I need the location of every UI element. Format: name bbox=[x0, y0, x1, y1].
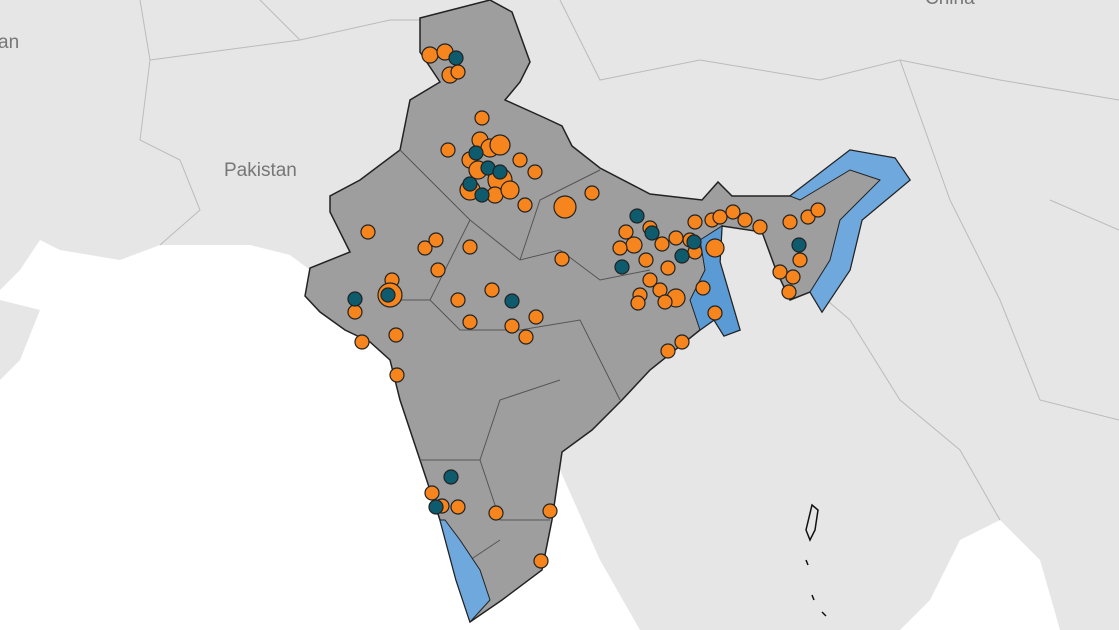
location-dot[interactable] bbox=[528, 309, 544, 325]
location-dot[interactable] bbox=[695, 280, 711, 296]
location-dot[interactable] bbox=[517, 197, 533, 213]
location-dot[interactable] bbox=[533, 553, 549, 569]
location-dot[interactable] bbox=[781, 284, 797, 300]
location-dot[interactable] bbox=[462, 314, 478, 330]
location-dot[interactable] bbox=[450, 64, 466, 80]
location-dot[interactable] bbox=[737, 212, 753, 228]
location-dot[interactable] bbox=[504, 293, 520, 309]
location-dot[interactable] bbox=[668, 230, 684, 246]
location-dot[interactable] bbox=[518, 329, 534, 345]
location-dot[interactable] bbox=[450, 499, 466, 515]
location-dot[interactable] bbox=[380, 287, 396, 303]
location-dot[interactable] bbox=[474, 187, 490, 203]
country-border bbox=[139, 0, 1119, 521]
country-label: Pakistan bbox=[224, 160, 297, 181]
location-dot[interactable] bbox=[752, 219, 768, 235]
location-dot[interactable] bbox=[489, 134, 511, 156]
location-dot[interactable] bbox=[674, 248, 690, 264]
location-dot[interactable] bbox=[527, 164, 543, 180]
location-dot[interactable] bbox=[644, 225, 660, 241]
location-dot[interactable] bbox=[450, 292, 466, 308]
location-dot[interactable] bbox=[638, 252, 654, 268]
state-border bbox=[390, 149, 651, 561]
location-dot[interactable] bbox=[554, 251, 570, 267]
location-dot[interactable] bbox=[660, 343, 676, 359]
location-dot[interactable] bbox=[474, 110, 490, 126]
country-label: China bbox=[925, 0, 975, 9]
location-dot[interactable] bbox=[440, 142, 456, 158]
location-dot[interactable] bbox=[657, 294, 673, 310]
location-dot[interactable] bbox=[492, 164, 508, 180]
location-dot[interactable] bbox=[388, 327, 404, 343]
location-dot[interactable] bbox=[687, 214, 703, 230]
location-dot[interactable] bbox=[428, 499, 444, 515]
country-label: an bbox=[0, 32, 19, 53]
location-dot[interactable] bbox=[810, 202, 826, 218]
location-dot[interactable] bbox=[488, 505, 504, 521]
location-dot[interactable] bbox=[654, 236, 670, 252]
location-dot[interactable] bbox=[468, 145, 484, 161]
location-dot[interactable] bbox=[674, 334, 690, 350]
location-dot[interactable] bbox=[792, 252, 808, 268]
location-dot[interactable] bbox=[629, 208, 645, 224]
locations bbox=[347, 43, 826, 569]
location-dot[interactable] bbox=[785, 269, 801, 285]
location-dot[interactable] bbox=[660, 260, 676, 276]
location-dot[interactable] bbox=[642, 272, 658, 288]
location-dot[interactable] bbox=[791, 237, 807, 253]
location-dot[interactable] bbox=[553, 195, 577, 219]
location-dot[interactable] bbox=[448, 50, 464, 66]
location-dot[interactable] bbox=[500, 180, 520, 200]
location-dot[interactable] bbox=[504, 318, 520, 334]
location-dot[interactable] bbox=[389, 367, 405, 383]
location-dot[interactable] bbox=[712, 209, 728, 225]
location-dot[interactable] bbox=[421, 46, 439, 64]
location-dot[interactable] bbox=[424, 485, 440, 501]
location-dot[interactable] bbox=[782, 214, 798, 230]
location-dot[interactable] bbox=[686, 234, 702, 250]
location-dot[interactable] bbox=[630, 295, 646, 311]
location-dot[interactable] bbox=[347, 291, 363, 307]
highlight-region bbox=[439, 519, 491, 623]
location-dot[interactable] bbox=[428, 232, 444, 248]
location-dot[interactable] bbox=[614, 259, 630, 275]
location-dot[interactable] bbox=[347, 304, 363, 320]
location-dot[interactable] bbox=[584, 185, 600, 201]
land bbox=[0, 300, 40, 380]
location-dot[interactable] bbox=[430, 262, 446, 278]
location-dot[interactable] bbox=[360, 224, 376, 240]
location-dot[interactable] bbox=[725, 204, 741, 220]
location-dot[interactable] bbox=[772, 264, 788, 280]
location-dot[interactable] bbox=[618, 224, 634, 240]
islands bbox=[805, 503, 827, 617]
location-dot[interactable] bbox=[443, 469, 459, 485]
location-dot[interactable] bbox=[542, 503, 558, 519]
highlight-region bbox=[788, 149, 911, 313]
location-dot[interactable] bbox=[462, 176, 478, 192]
location-dot[interactable] bbox=[625, 236, 643, 254]
location-dot[interactable] bbox=[612, 240, 628, 256]
location-dot[interactable] bbox=[462, 239, 478, 255]
location-dot[interactable] bbox=[707, 305, 723, 321]
location-dot[interactable] bbox=[354, 334, 370, 350]
location-dot[interactable] bbox=[417, 240, 433, 256]
location-dot[interactable] bbox=[705, 238, 725, 258]
location-dot[interactable] bbox=[512, 152, 528, 168]
location-dot[interactable] bbox=[484, 282, 500, 298]
